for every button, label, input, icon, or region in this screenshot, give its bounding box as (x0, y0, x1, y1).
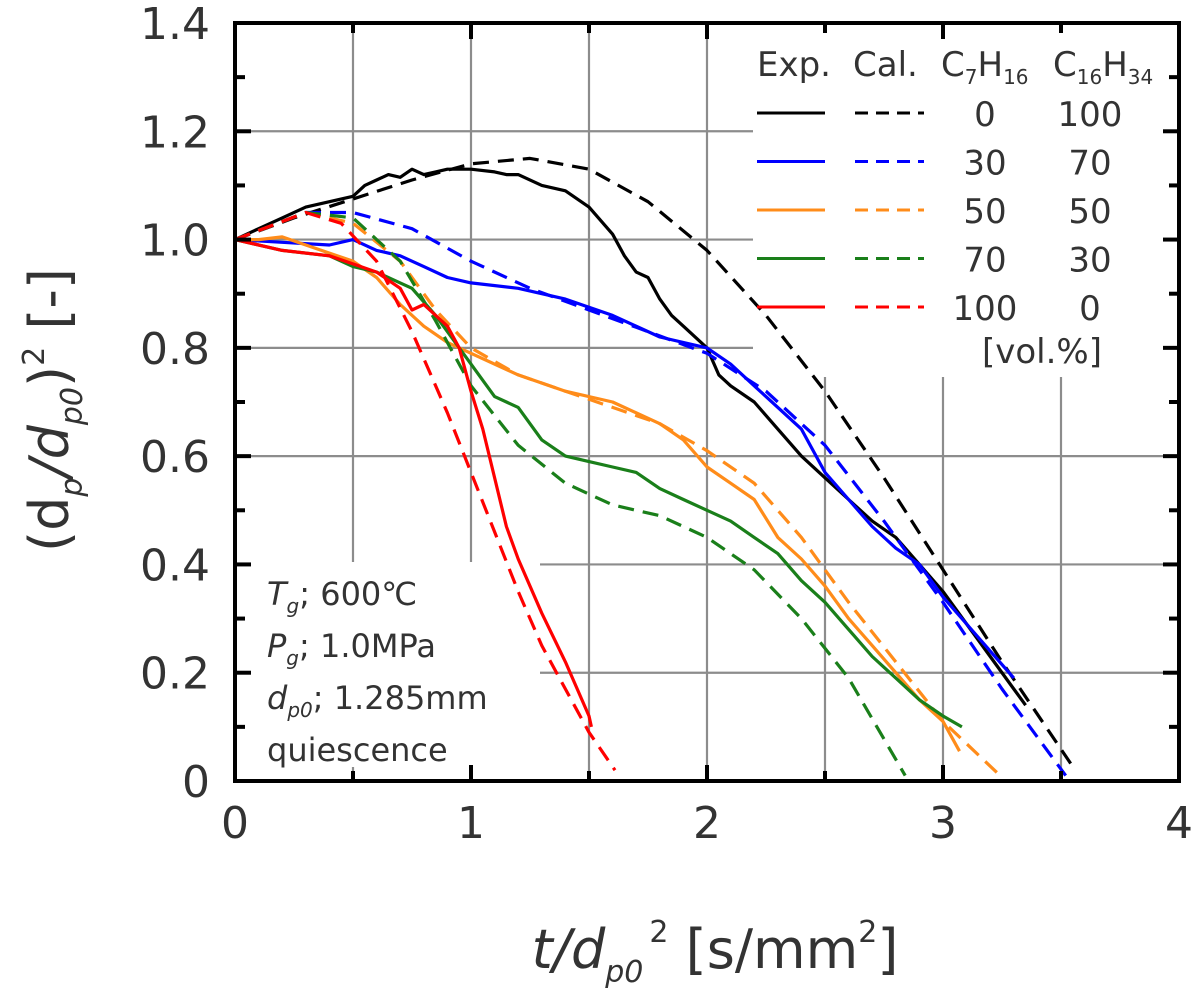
annotation: Tg; 600℃ Pg; 1.0MPa dp0; 1.285mm quiescence (267, 575, 488, 769)
x-tick-label: 4 (1165, 798, 1193, 849)
y-tick-label: 0.2 (140, 649, 210, 700)
series-group (234, 156, 1077, 777)
axes-frame (233, 21, 1181, 783)
series-exp-8 (234, 238, 593, 728)
legend-unit: [vol.%] (982, 332, 1102, 372)
x-axis-title: t/dp02 [s/mm2] (532, 915, 899, 990)
legend-c7h16-value: 50 (963, 192, 1006, 232)
x-tick-label: 1 (457, 798, 485, 849)
tick-labels: 0 1 2 3 4 0 0.2 0.4 0.6 0.8 1.0 1.2 1.4 (140, 0, 1193, 849)
legend-c16h34-value: 30 (1068, 241, 1111, 281)
series-exp-6 (234, 238, 963, 729)
y-tick-label: 0.4 (140, 540, 210, 591)
legend-c7h16-value: 70 (963, 241, 1006, 281)
x-tick-label: 3 (929, 798, 957, 849)
annotation-line: quiescence (267, 731, 448, 769)
legend-c7h16-value: 30 (963, 144, 1006, 184)
y-tick-label: 1.2 (140, 107, 210, 158)
series-cal-1 (234, 156, 1077, 772)
series-cal-5 (234, 210, 999, 775)
legend-background (753, 30, 1175, 377)
x-tick-label: 2 (693, 798, 721, 849)
y-axis-title: (dp/dp0)2 [-] (17, 268, 90, 552)
legend-header-cal: Cal. (853, 45, 918, 85)
series-cal-9 (234, 210, 617, 772)
annotation-line: Pg; 1.0MPa (267, 627, 436, 670)
annotation-background (250, 562, 540, 767)
annotation-line: Tg; 600℃ (267, 575, 417, 618)
x-tick-label: 0 (221, 798, 249, 849)
legend-header-c7h16: C7H16 (941, 45, 1029, 89)
legend-header-c16h34: C16H34 (1053, 45, 1153, 89)
legend-c16h34-value: 70 (1068, 144, 1111, 184)
legend-header-exp: Exp. (757, 45, 831, 85)
y-tick-label: 0 (182, 757, 210, 808)
legend-c7h16-value: 0 (974, 95, 996, 135)
y-tick-label: 1.4 (140, 0, 210, 50)
y-tick-label: 0.6 (140, 432, 210, 483)
legend-c16h34-value: 0 (1079, 289, 1101, 329)
legend-c16h34-value: 50 (1068, 192, 1111, 232)
series-exp-0 (234, 167, 1027, 707)
y-tick-label: 1.0 (140, 216, 210, 267)
legend-c16h34-value: 100 (1058, 95, 1123, 135)
annotation-line: dp0; 1.285mm (267, 679, 488, 722)
y-tick-label: 0.8 (140, 324, 210, 375)
legend-c7h16-value: 100 (953, 289, 1018, 329)
